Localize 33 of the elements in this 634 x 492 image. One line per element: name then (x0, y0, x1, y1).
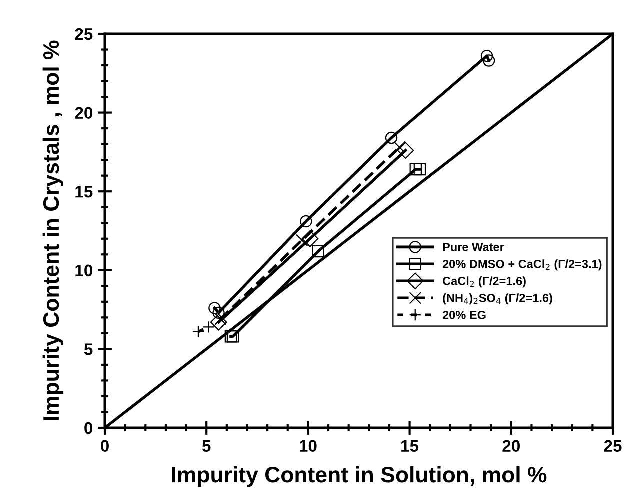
point (210, 314, 228, 331)
point (482, 54, 496, 67)
legend-label: 20% EG (442, 310, 486, 320)
y-tick-label: 10 (76, 264, 93, 277)
y-tick-label: 0 (84, 422, 93, 434)
point (480, 50, 494, 62)
y-tick-label: 20 (75, 107, 93, 120)
point (208, 302, 221, 314)
x-tick-label: 0 (101, 440, 109, 452)
point (212, 306, 225, 320)
point (202, 321, 215, 334)
x-tick-label: 15 (402, 440, 419, 452)
legend-label: (NH$_{4}$)$_{2}$SO$_{4}$ (Γ/2=1.6) (443, 294, 552, 305)
legend-label: Pure Water (443, 243, 504, 252)
y-tick-label: 25 (75, 28, 93, 40)
point (414, 163, 426, 176)
point (410, 163, 422, 176)
point (192, 326, 205, 338)
point (397, 142, 414, 160)
x-tick-label: 5 (202, 440, 211, 452)
y-axis-title: Impurity Content in Crystals , mol % (42, 40, 64, 420)
x-axis-title: Impurity Content in Solution, mol % (172, 466, 547, 488)
x-tick-label: 10 (300, 440, 317, 452)
point (312, 245, 324, 258)
legend-label: 20% DMSO + CaCl$_{2}$ (Γ/2=3.1) (442, 260, 602, 271)
point (302, 230, 319, 248)
legend-label: CaCl$_{2}$ (Γ/2=1.6) (443, 276, 526, 288)
point (385, 132, 398, 144)
x-tick-label: 25 (604, 440, 622, 452)
y-tick-label: 5 (84, 344, 93, 356)
x-tick-label: 20 (502, 440, 520, 452)
y-tick-label: 15 (76, 186, 93, 198)
point (300, 215, 312, 228)
